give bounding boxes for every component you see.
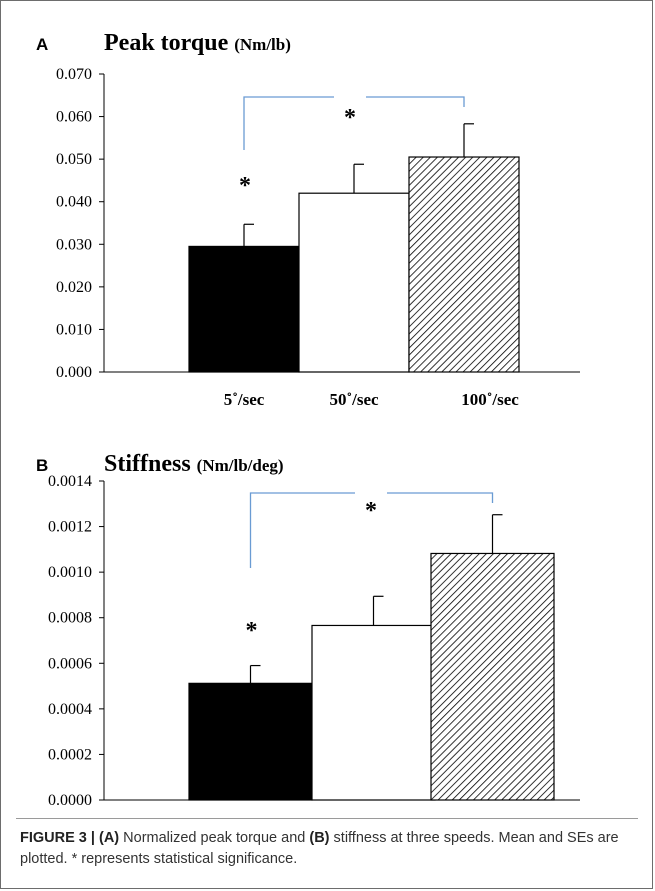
y-tick-label: 0.0002 [48, 746, 92, 763]
panel-b-title-unit: (Nm/lb/deg) [197, 456, 284, 475]
x-category-label: 50˚/sec [329, 390, 379, 409]
y-tick-label: 0.0000 [48, 792, 92, 809]
significance-star-bar: * [246, 618, 258, 644]
panel-b-chart: 0.0000 0.0002 0.0004 0.0006 0.0008 0.0010 0.00… [48, 473, 580, 809]
y-tick-label: 0.030 [56, 236, 92, 253]
significance-bracket [243, 96, 465, 150]
bar [298, 192, 410, 373]
caption-part-a: (A) [99, 830, 120, 846]
bar [188, 682, 313, 801]
significance-bracket [249, 492, 494, 568]
panel-a-label: A [36, 35, 48, 54]
figure-caption: FIGURE 3 | (A) Normalized peak torque an… [20, 828, 640, 870]
y-tick-label: 0.0008 [48, 610, 92, 627]
panel-a-title: Peak torque (Nm/lb) [104, 30, 291, 56]
y-tick-label: 0.060 [56, 109, 92, 126]
y-tick-label: 0.070 [56, 66, 92, 83]
caption-figure-label: FIGURE 3 | [20, 830, 95, 846]
y-tick-label: 0.000 [56, 364, 92, 381]
y-tick-label: 0.0012 [48, 519, 92, 536]
panel-a-title-main: Peak torque [104, 30, 229, 56]
bar [408, 156, 520, 373]
bar [311, 624, 436, 801]
bar [430, 552, 555, 801]
significance-star-bracket: * [365, 498, 377, 524]
significance-star-bracket: * [344, 105, 356, 131]
caption-part-b: (B) [309, 830, 330, 846]
y-tick-label: 0.0014 [48, 473, 92, 490]
caption-divider [16, 818, 638, 819]
panel-a-title-unit: (Nm/lb) [234, 35, 291, 54]
y-tick-label: 0.010 [56, 321, 92, 338]
y-tick-label: 0.0010 [48, 564, 92, 581]
caption-text-2: stiffness at three speeds. Mean and SEs … [20, 830, 619, 867]
caption-text-1: Normalized peak torque and [119, 830, 310, 846]
y-tick-label: 0.0004 [48, 701, 92, 718]
panel-b-label: B [36, 456, 48, 475]
y-tick-label: 0.040 [56, 194, 92, 211]
y-tick-label: 0.050 [56, 151, 92, 168]
panel-a-chart: 0.000 0.010 0.020 0.030 0.040 0.050 0.060 0.070… [56, 66, 580, 409]
x-category-label: 5˚/sec [224, 390, 265, 409]
y-tick-label: 0.0006 [48, 655, 92, 672]
panel-b-title-main: Stiffness [104, 451, 191, 477]
y-tick-label: 0.020 [56, 279, 92, 296]
significance-star-bar: * [239, 173, 251, 199]
bar [188, 245, 300, 373]
panel-b-title: Stiffness (Nm/lb/deg) [104, 451, 284, 477]
x-category-label: 100˚/sec [461, 390, 519, 409]
